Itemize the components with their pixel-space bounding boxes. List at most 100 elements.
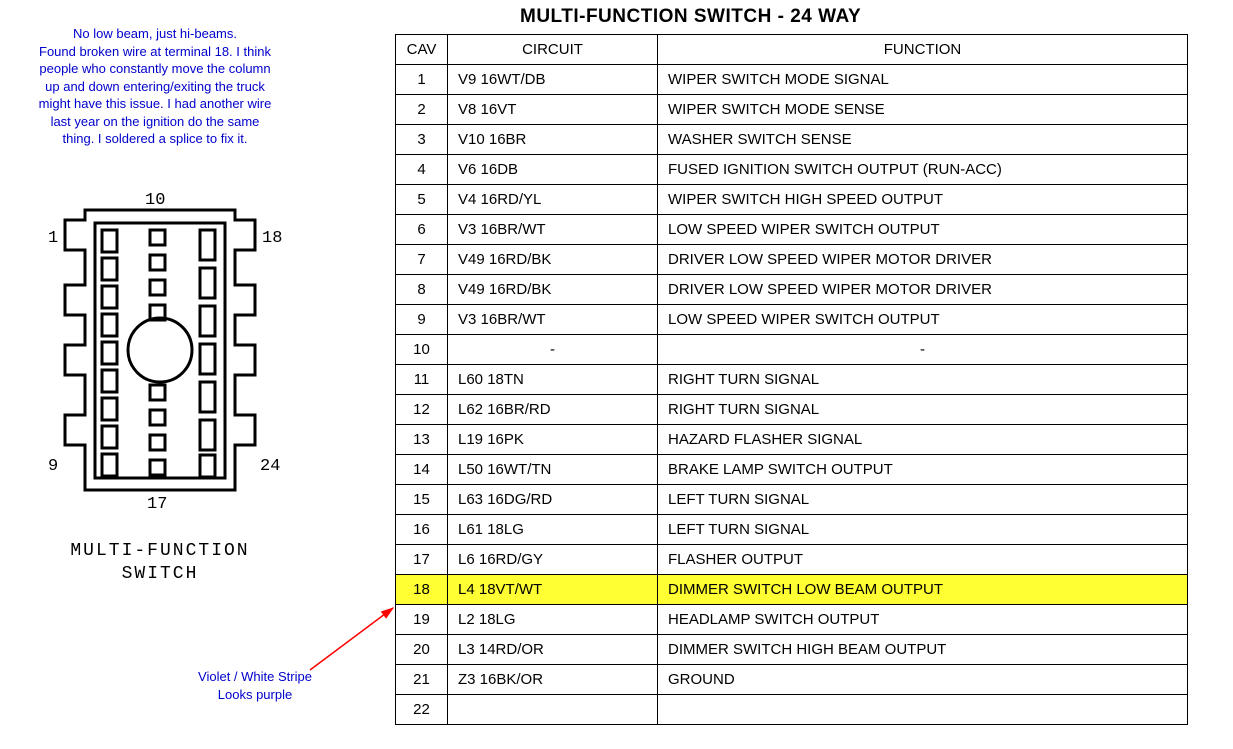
cell-circuit: V3 16BR/WT bbox=[448, 305, 658, 335]
table-row: 1V9 16WT/DBWIPER SWITCH MODE SIGNAL bbox=[396, 65, 1188, 95]
table-row: 22 bbox=[396, 695, 1188, 725]
cell-cav: 6 bbox=[396, 215, 448, 245]
cell-function bbox=[658, 695, 1188, 725]
cell-circuit: L19 16PK bbox=[448, 425, 658, 455]
cell-cav: 3 bbox=[396, 125, 448, 155]
cell-cav: 8 bbox=[396, 275, 448, 305]
cell-cav: 22 bbox=[396, 695, 448, 725]
connector-caption-l1: MULTI-FUNCTION bbox=[70, 541, 249, 561]
cell-function: GROUND bbox=[658, 665, 1188, 695]
table-row: 7V49 16RD/BKDRIVER LOW SPEED WIPER MOTOR… bbox=[396, 245, 1188, 275]
table-row: 11L60 18TNRIGHT TURN SIGNAL bbox=[396, 365, 1188, 395]
cell-cav: 10 bbox=[396, 335, 448, 365]
pinout-table: CAV CIRCUIT FUNCTION 1V9 16WT/DBWIPER SW… bbox=[395, 34, 1188, 725]
header-circuit: CIRCUIT bbox=[448, 35, 658, 65]
header-function: FUNCTION bbox=[658, 35, 1188, 65]
cell-circuit: V4 16RD/YL bbox=[448, 185, 658, 215]
cell-cav: 18 bbox=[396, 575, 448, 605]
cell-cav: 20 bbox=[396, 635, 448, 665]
cell-circuit: L60 18TN bbox=[448, 365, 658, 395]
cell-circuit: - bbox=[448, 335, 658, 365]
table-row: 6V3 16BR/WTLOW SPEED WIPER SWITCH OUTPUT bbox=[396, 215, 1188, 245]
table-row: 14L50 16WT/TNBRAKE LAMP SWITCH OUTPUT bbox=[396, 455, 1188, 485]
cell-circuit: L50 16WT/TN bbox=[448, 455, 658, 485]
pin-label-24: 24 bbox=[260, 457, 280, 476]
cell-cav: 7 bbox=[396, 245, 448, 275]
cell-function: DIMMER SWITCH HIGH BEAM OUTPUT bbox=[658, 635, 1188, 665]
connector-diagram: 1 9 10 17 18 24 MULTI-FUNCTION SWITCH bbox=[30, 190, 290, 587]
table-row: 10-- bbox=[396, 335, 1188, 365]
cell-function: WASHER SWITCH SENSE bbox=[658, 125, 1188, 155]
cell-circuit bbox=[448, 695, 658, 725]
cell-circuit: L6 16RD/GY bbox=[448, 545, 658, 575]
cell-circuit: V49 16RD/BK bbox=[448, 275, 658, 305]
table-row: 9V3 16BR/WTLOW SPEED WIPER SWITCH OUTPUT bbox=[396, 305, 1188, 335]
pin-label-9: 9 bbox=[48, 457, 58, 476]
cell-function: DIMMER SWITCH LOW BEAM OUTPUT bbox=[658, 575, 1188, 605]
cell-cav: 2 bbox=[396, 95, 448, 125]
cell-circuit: L4 18VT/WT bbox=[448, 575, 658, 605]
cell-cav: 12 bbox=[396, 395, 448, 425]
cell-function: RIGHT TURN SIGNAL bbox=[658, 365, 1188, 395]
cell-circuit: L2 18LG bbox=[448, 605, 658, 635]
cell-circuit: V49 16RD/BK bbox=[448, 245, 658, 275]
cell-function: LEFT TURN SIGNAL bbox=[658, 515, 1188, 545]
table-row: 13L19 16PKHAZARD FLASHER SIGNAL bbox=[396, 425, 1188, 455]
cell-circuit: Z3 16BK/OR bbox=[448, 665, 658, 695]
cell-circuit: L62 16BR/RD bbox=[448, 395, 658, 425]
cell-circuit: V8 16VT bbox=[448, 95, 658, 125]
cell-cav: 1 bbox=[396, 65, 448, 95]
cell-cav: 16 bbox=[396, 515, 448, 545]
cell-cav: 4 bbox=[396, 155, 448, 185]
table-row: 12L62 16BR/RDRIGHT TURN SIGNAL bbox=[396, 395, 1188, 425]
cell-cav: 19 bbox=[396, 605, 448, 635]
cell-cav: 17 bbox=[396, 545, 448, 575]
table-row: 18L4 18VT/WTDIMMER SWITCH LOW BEAM OUTPU… bbox=[396, 575, 1188, 605]
cell-circuit: V6 16DB bbox=[448, 155, 658, 185]
annotation-bottom: Violet / White StripeLooks purple bbox=[175, 668, 335, 703]
cell-circuit: V10 16BR bbox=[448, 125, 658, 155]
table-row: 4V6 16DBFUSED IGNITION SWITCH OUTPUT (RU… bbox=[396, 155, 1188, 185]
cell-function: - bbox=[658, 335, 1188, 365]
table-row: 15L63 16DG/RDLEFT TURN SIGNAL bbox=[396, 485, 1188, 515]
annotation-top: No low beam, just hi-beams.Found broken … bbox=[25, 25, 285, 148]
pin-label-17: 17 bbox=[147, 495, 167, 514]
cell-function: LOW SPEED WIPER SWITCH OUTPUT bbox=[658, 215, 1188, 245]
cell-cav: 5 bbox=[396, 185, 448, 215]
cell-function: LEFT TURN SIGNAL bbox=[658, 485, 1188, 515]
cell-function: LOW SPEED WIPER SWITCH OUTPUT bbox=[658, 305, 1188, 335]
table-row: 3V10 16BRWASHER SWITCH SENSE bbox=[396, 125, 1188, 155]
cell-function: WIPER SWITCH MODE SIGNAL bbox=[658, 65, 1188, 95]
cell-function: FLASHER OUTPUT bbox=[658, 545, 1188, 575]
cell-function: HAZARD FLASHER SIGNAL bbox=[658, 425, 1188, 455]
cell-function: RIGHT TURN SIGNAL bbox=[658, 395, 1188, 425]
cell-circuit: V3 16BR/WT bbox=[448, 215, 658, 245]
cell-cav: 15 bbox=[396, 485, 448, 515]
cell-circuit: L61 18LG bbox=[448, 515, 658, 545]
connector-svg: 1 9 10 17 18 24 bbox=[30, 190, 290, 530]
table-row: 21Z3 16BK/ORGROUND bbox=[396, 665, 1188, 695]
table-row: 19L2 18LGHEADLAMP SWITCH OUTPUT bbox=[396, 605, 1188, 635]
cell-cav: 13 bbox=[396, 425, 448, 455]
cell-function: BRAKE LAMP SWITCH OUTPUT bbox=[658, 455, 1188, 485]
cell-function: DRIVER LOW SPEED WIPER MOTOR DRIVER bbox=[658, 245, 1188, 275]
table-row: 20L3 14RD/ORDIMMER SWITCH HIGH BEAM OUTP… bbox=[396, 635, 1188, 665]
cell-circuit: L63 16DG/RD bbox=[448, 485, 658, 515]
cell-function: HEADLAMP SWITCH OUTPUT bbox=[658, 605, 1188, 635]
cell-cav: 11 bbox=[396, 365, 448, 395]
cell-function: WIPER SWITCH HIGH SPEED OUTPUT bbox=[658, 185, 1188, 215]
table-title: MULTI-FUNCTION SWITCH - 24 WAY bbox=[520, 6, 861, 28]
cell-cav: 14 bbox=[396, 455, 448, 485]
cell-cav: 9 bbox=[396, 305, 448, 335]
table-row: 5V4 16RD/YLWIPER SWITCH HIGH SPEED OUTPU… bbox=[396, 185, 1188, 215]
pin-label-10: 10 bbox=[145, 191, 165, 210]
connector-caption-l2: SWITCH bbox=[122, 564, 199, 584]
table-row: 17L6 16RD/GYFLASHER OUTPUT bbox=[396, 545, 1188, 575]
cell-circuit: L3 14RD/OR bbox=[448, 635, 658, 665]
table-header-row: CAV CIRCUIT FUNCTION bbox=[396, 35, 1188, 65]
header-cav: CAV bbox=[396, 35, 448, 65]
pin-label-18: 18 bbox=[262, 229, 282, 248]
cell-function: DRIVER LOW SPEED WIPER MOTOR DRIVER bbox=[658, 275, 1188, 305]
table-row: 16L61 18LGLEFT TURN SIGNAL bbox=[396, 515, 1188, 545]
cell-circuit: V9 16WT/DB bbox=[448, 65, 658, 95]
